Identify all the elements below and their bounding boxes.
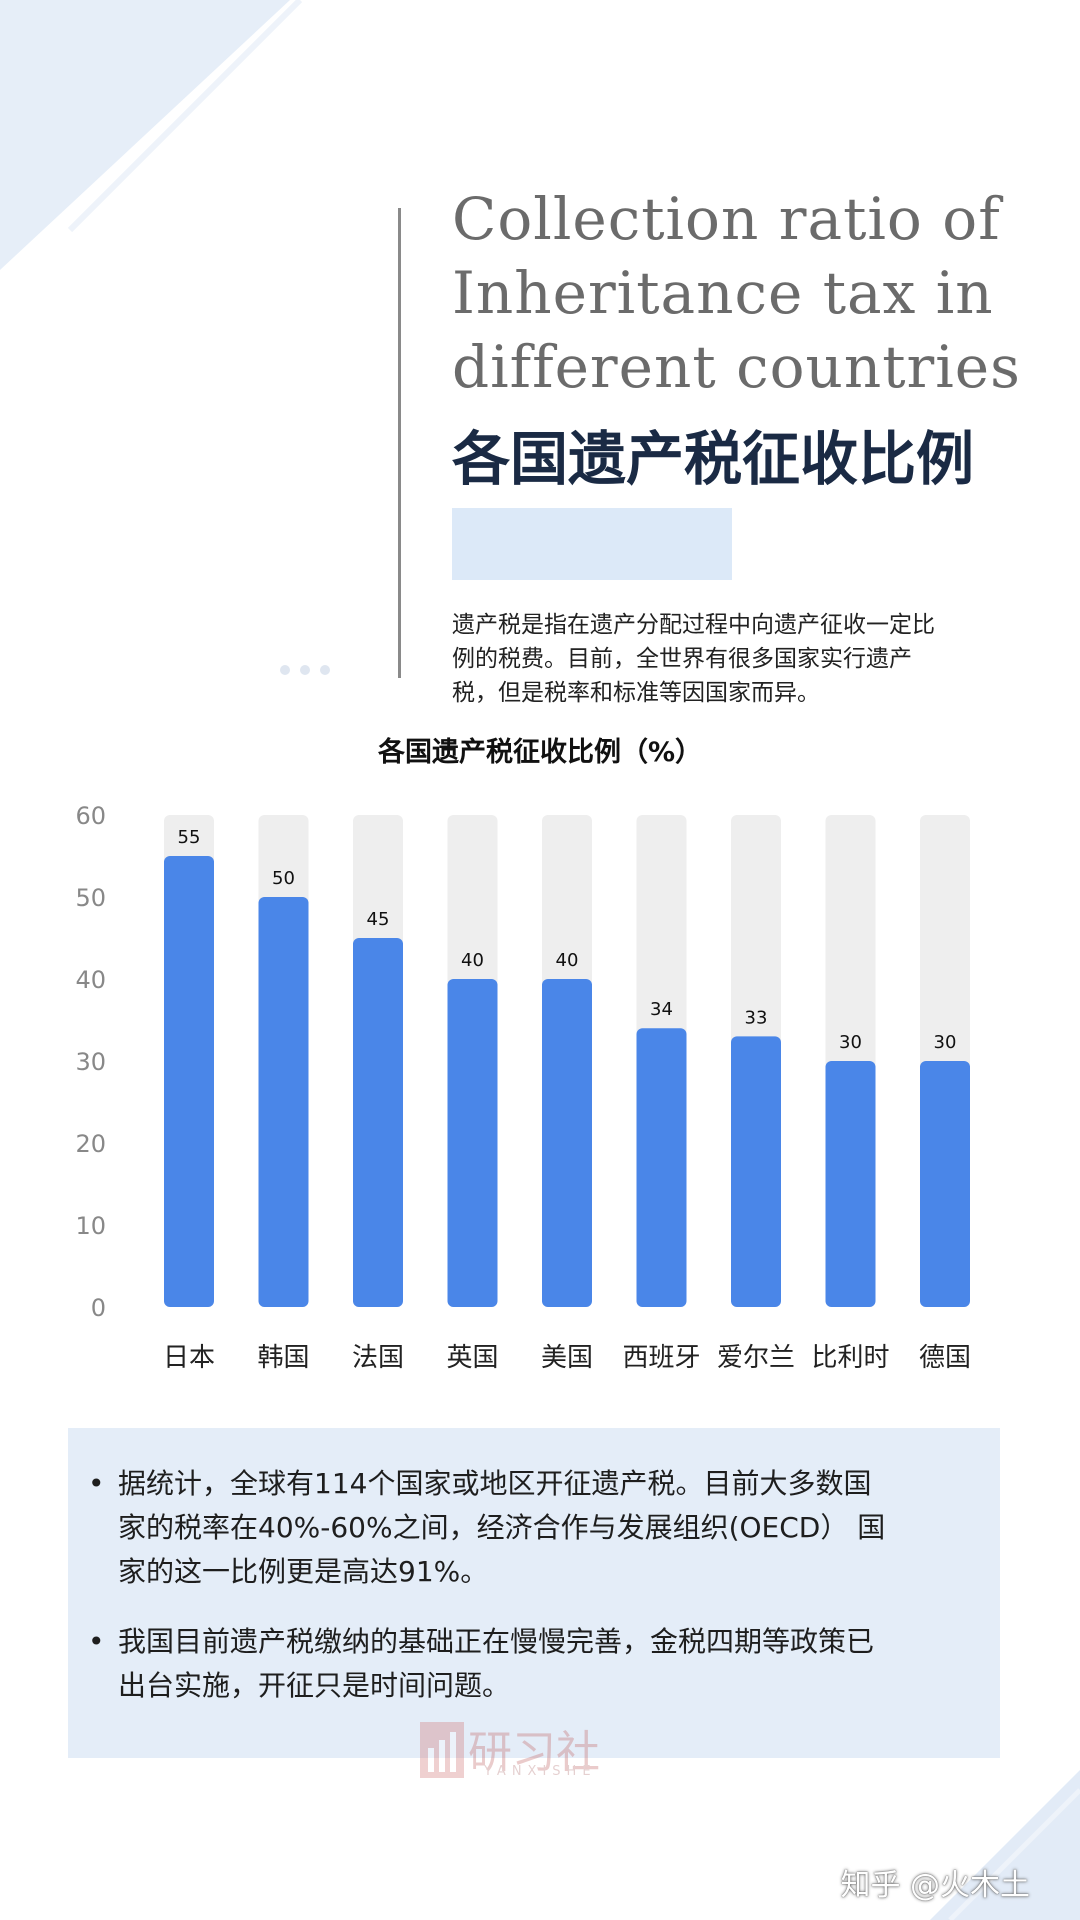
dot <box>320 665 330 675</box>
note-item: • 据统计，全球有114个国家或地区开征遗产税。目前大多数国 家的税率在40%-… <box>88 1462 886 1594</box>
title-english-line: Collection ratio of <box>452 185 1001 253</box>
bar <box>447 979 498 1307</box>
data-label: 40 <box>461 950 484 971</box>
watermark: 知乎 @火木土 <box>840 1868 1030 1903</box>
data-label: 34 <box>650 999 673 1020</box>
x-tick-label: 比利时 <box>811 1343 889 1373</box>
bar <box>542 979 592 1307</box>
note-line: 家的税率在40%-60%之间，经济合作与发展组织(OECD） 国 <box>118 1511 886 1544</box>
logo-text: 研习社 <box>468 1727 600 1778</box>
intro-paragraph: 遗产税是指在遗产分配过程中向遗产征收一定比 例的税费。目前，全世界有很多国家实行… <box>452 608 1012 710</box>
bar <box>164 856 214 1307</box>
logo-subtext: YANXISHE <box>484 1764 597 1779</box>
x-tick-label: 西班牙 <box>622 1343 700 1373</box>
data-label: 30 <box>934 1032 957 1053</box>
y-tick-label: 40 <box>75 966 106 994</box>
dot <box>280 665 290 675</box>
title-english-line: different countries <box>452 333 1021 401</box>
data-label: 45 <box>367 909 390 930</box>
bar <box>731 1036 781 1307</box>
corner-decoration-top-left <box>0 0 303 270</box>
note-line: 出台实施，开征只是时间问题。 <box>118 1669 511 1702</box>
data-label: 30 <box>839 1032 862 1053</box>
data-label: 40 <box>556 950 579 971</box>
logo-icon <box>420 1722 464 1778</box>
pagination-dots <box>280 660 340 679</box>
intro-line: 例的税费。目前，全世界有很多国家实行遗产 <box>452 646 912 672</box>
x-tick-label: 德国 <box>919 1343 971 1373</box>
y-tick-label: 10 <box>75 1212 106 1240</box>
data-label: 55 <box>178 827 201 848</box>
data-label: 50 <box>272 868 295 889</box>
data-label: 33 <box>745 1007 768 1028</box>
note-item: • 我国目前遗产税缴纳的基础正在慢慢完善，金税四期等政策已 出台实施，开征只是时… <box>88 1620 875 1708</box>
x-tick-label: 美国 <box>541 1343 593 1373</box>
title-divider-line <box>398 208 401 678</box>
intro-line: 税，但是税率和标准等因国家而异。 <box>452 680 820 706</box>
logo: 研习社 YANXISHE <box>420 1722 600 1782</box>
chart-title: 各国遗产税征收比例（%） <box>377 737 703 768</box>
title-english: Collection ratio of Inheritance tax in d… <box>452 182 1052 404</box>
bar <box>825 1061 876 1307</box>
y-tick-label: 30 <box>75 1048 106 1076</box>
bar <box>636 1028 687 1307</box>
dot <box>300 665 310 675</box>
note-line: 我国目前遗产税缴纳的基础正在慢慢完善，金税四期等政策已 <box>118 1625 875 1658</box>
intro-line: 遗产税是指在遗产分配过程中向遗产征收一定比 <box>452 612 935 638</box>
note-line: 家的这一比例更是高达91%。 <box>118 1555 489 1588</box>
corner-decoration-bottom-right <box>930 1770 1080 1920</box>
bar <box>353 938 403 1307</box>
note-line: 据统计，全球有114个国家或地区开征遗产税。目前大多数国 <box>118 1467 872 1500</box>
notes-box: • 据统计，全球有114个国家或地区开征遗产税。目前大多数国 家的税率在40%-… <box>68 1428 1000 1758</box>
y-tick-label: 60 <box>75 802 106 830</box>
y-tick-label: 20 <box>75 1130 106 1158</box>
x-tick-label: 日本 <box>163 1343 215 1373</box>
title-chinese: 各国遗产税征收比例 <box>452 425 975 493</box>
x-tick-label: 爱尔兰 <box>717 1343 795 1373</box>
bar-chart: 0 10 20 30 40 50 60 55 日本 50 韩国 45 法国 40 英国 40 美国 34 西班牙 33… <box>75 802 971 1373</box>
x-tick-label: 法国 <box>352 1343 404 1373</box>
y-tick-label: 50 <box>75 884 106 912</box>
x-tick-label: 英国 <box>446 1343 498 1373</box>
bar <box>920 1061 970 1307</box>
title-english-line: Inheritance tax in <box>452 259 994 327</box>
accent-bar <box>452 508 732 580</box>
y-tick-label: 0 <box>91 1294 106 1322</box>
bullet: • <box>88 1467 105 1500</box>
bar <box>258 897 309 1307</box>
bullet: • <box>88 1625 105 1658</box>
x-tick-label: 韩国 <box>257 1343 309 1373</box>
